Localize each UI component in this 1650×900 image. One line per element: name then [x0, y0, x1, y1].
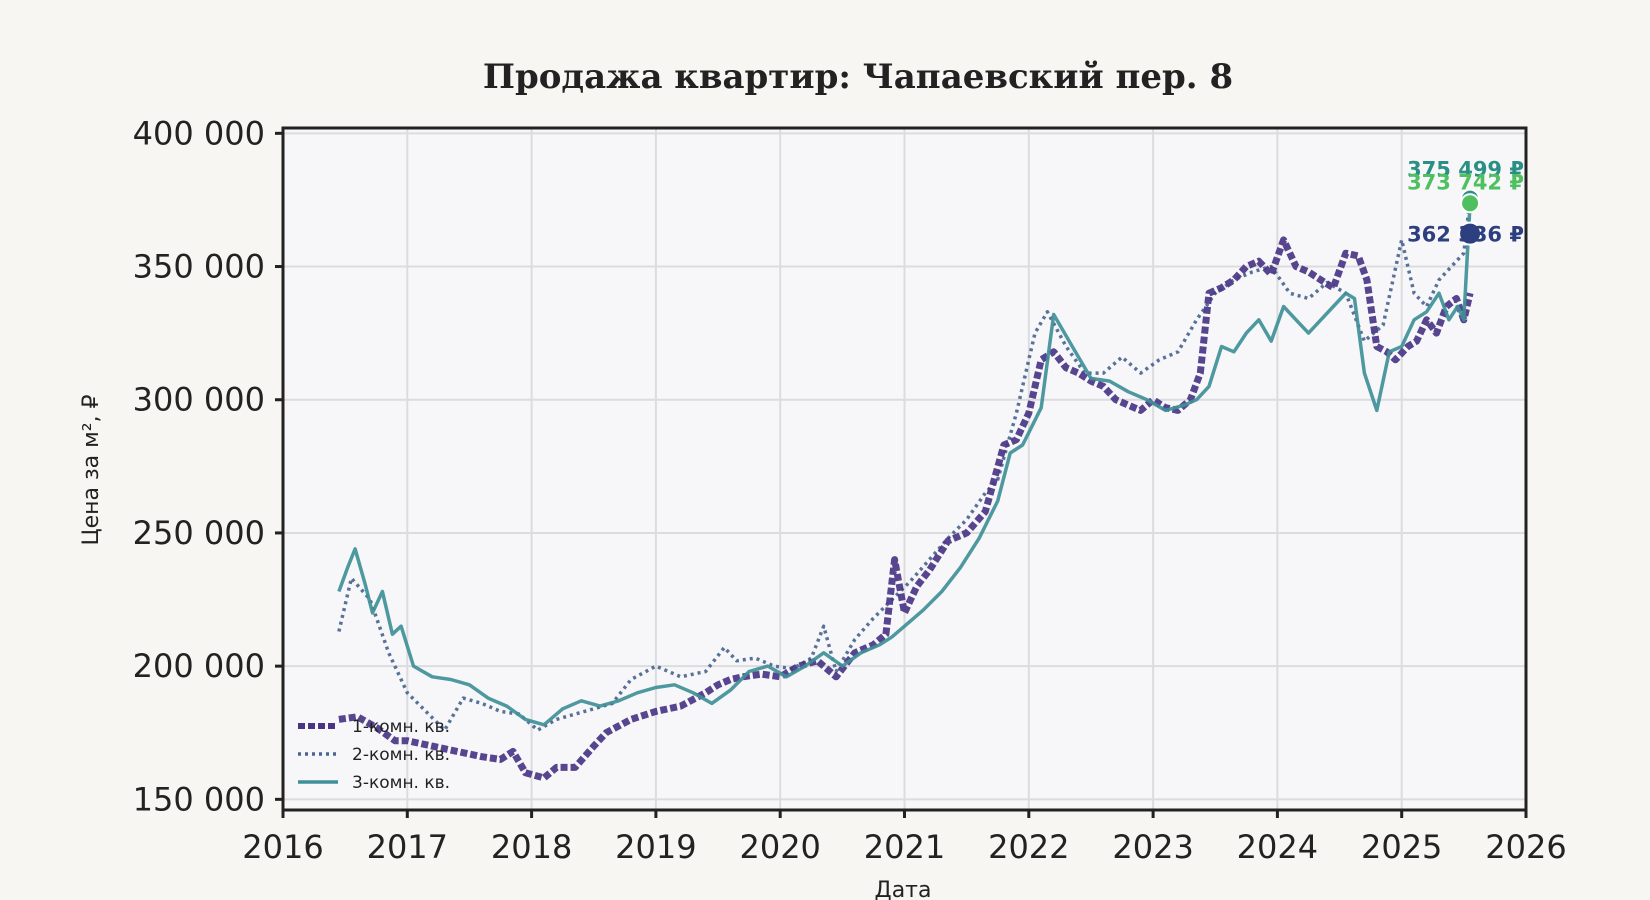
x-tick-label: 2018: [491, 828, 572, 866]
x-axis: 2016 2017 2018 2019 2020 2021 2022 2023 2024 2025…: [242, 810, 1567, 866]
end-value-label: 375 499 ₽: [1407, 158, 1524, 182]
y-axis-label: Цена за м², ₽: [79, 394, 104, 545]
x-tick-label: 2024: [1237, 828, 1318, 866]
legend-label: 2-комн. кв.: [352, 745, 450, 765]
x-tick-label: 2019: [615, 828, 696, 866]
legend-label: 1-комн. кв.: [352, 717, 450, 737]
y-axis: 150 000 200 000 250 000 300 000 350 000 400 0…: [133, 114, 283, 818]
y-tick-label: 200 000: [133, 647, 265, 685]
x-tick-label: 2023: [1112, 828, 1193, 866]
x-tick-label: 2020: [739, 828, 820, 866]
x-axis-label: Дата: [875, 878, 932, 900]
x-tick-label: 2017: [367, 828, 448, 866]
end-marker: [1460, 193, 1481, 214]
legend: 1-комн. кв. 2-комн. кв. 3-комн. кв.: [298, 717, 450, 793]
end-value-label: 373 742 ₽: [1407, 170, 1524, 194]
y-tick-label: 150 000: [133, 780, 265, 818]
x-tick-label: 2022: [988, 828, 1069, 866]
series-line-3room: [337, 203, 1472, 727]
y-tick-label: 400 000: [133, 114, 265, 152]
x-tick-label: 2021: [864, 828, 945, 866]
end-value-label: 362 336 ₽: [1407, 223, 1524, 247]
y-tick-label: 300 000: [133, 381, 265, 419]
series-lines: [337, 198, 1474, 782]
series-line-1room: [338, 236, 1474, 782]
legend-label: 3-комн. кв.: [352, 773, 450, 793]
chart-title: Продажа квартир: Чапаевский пер. 8: [483, 57, 1233, 97]
end-marker: [1458, 221, 1483, 246]
x-tick-label: 2025: [1361, 828, 1442, 866]
y-tick-label: 250 000: [133, 514, 265, 552]
x-tick-label: 2026: [1485, 828, 1566, 866]
end-markers: 375 499 ₽373 742 ₽ 362 336 ₽: [1407, 158, 1524, 247]
x-tick-label: 2016: [242, 828, 323, 866]
y-tick-label: 350 000: [133, 248, 265, 286]
